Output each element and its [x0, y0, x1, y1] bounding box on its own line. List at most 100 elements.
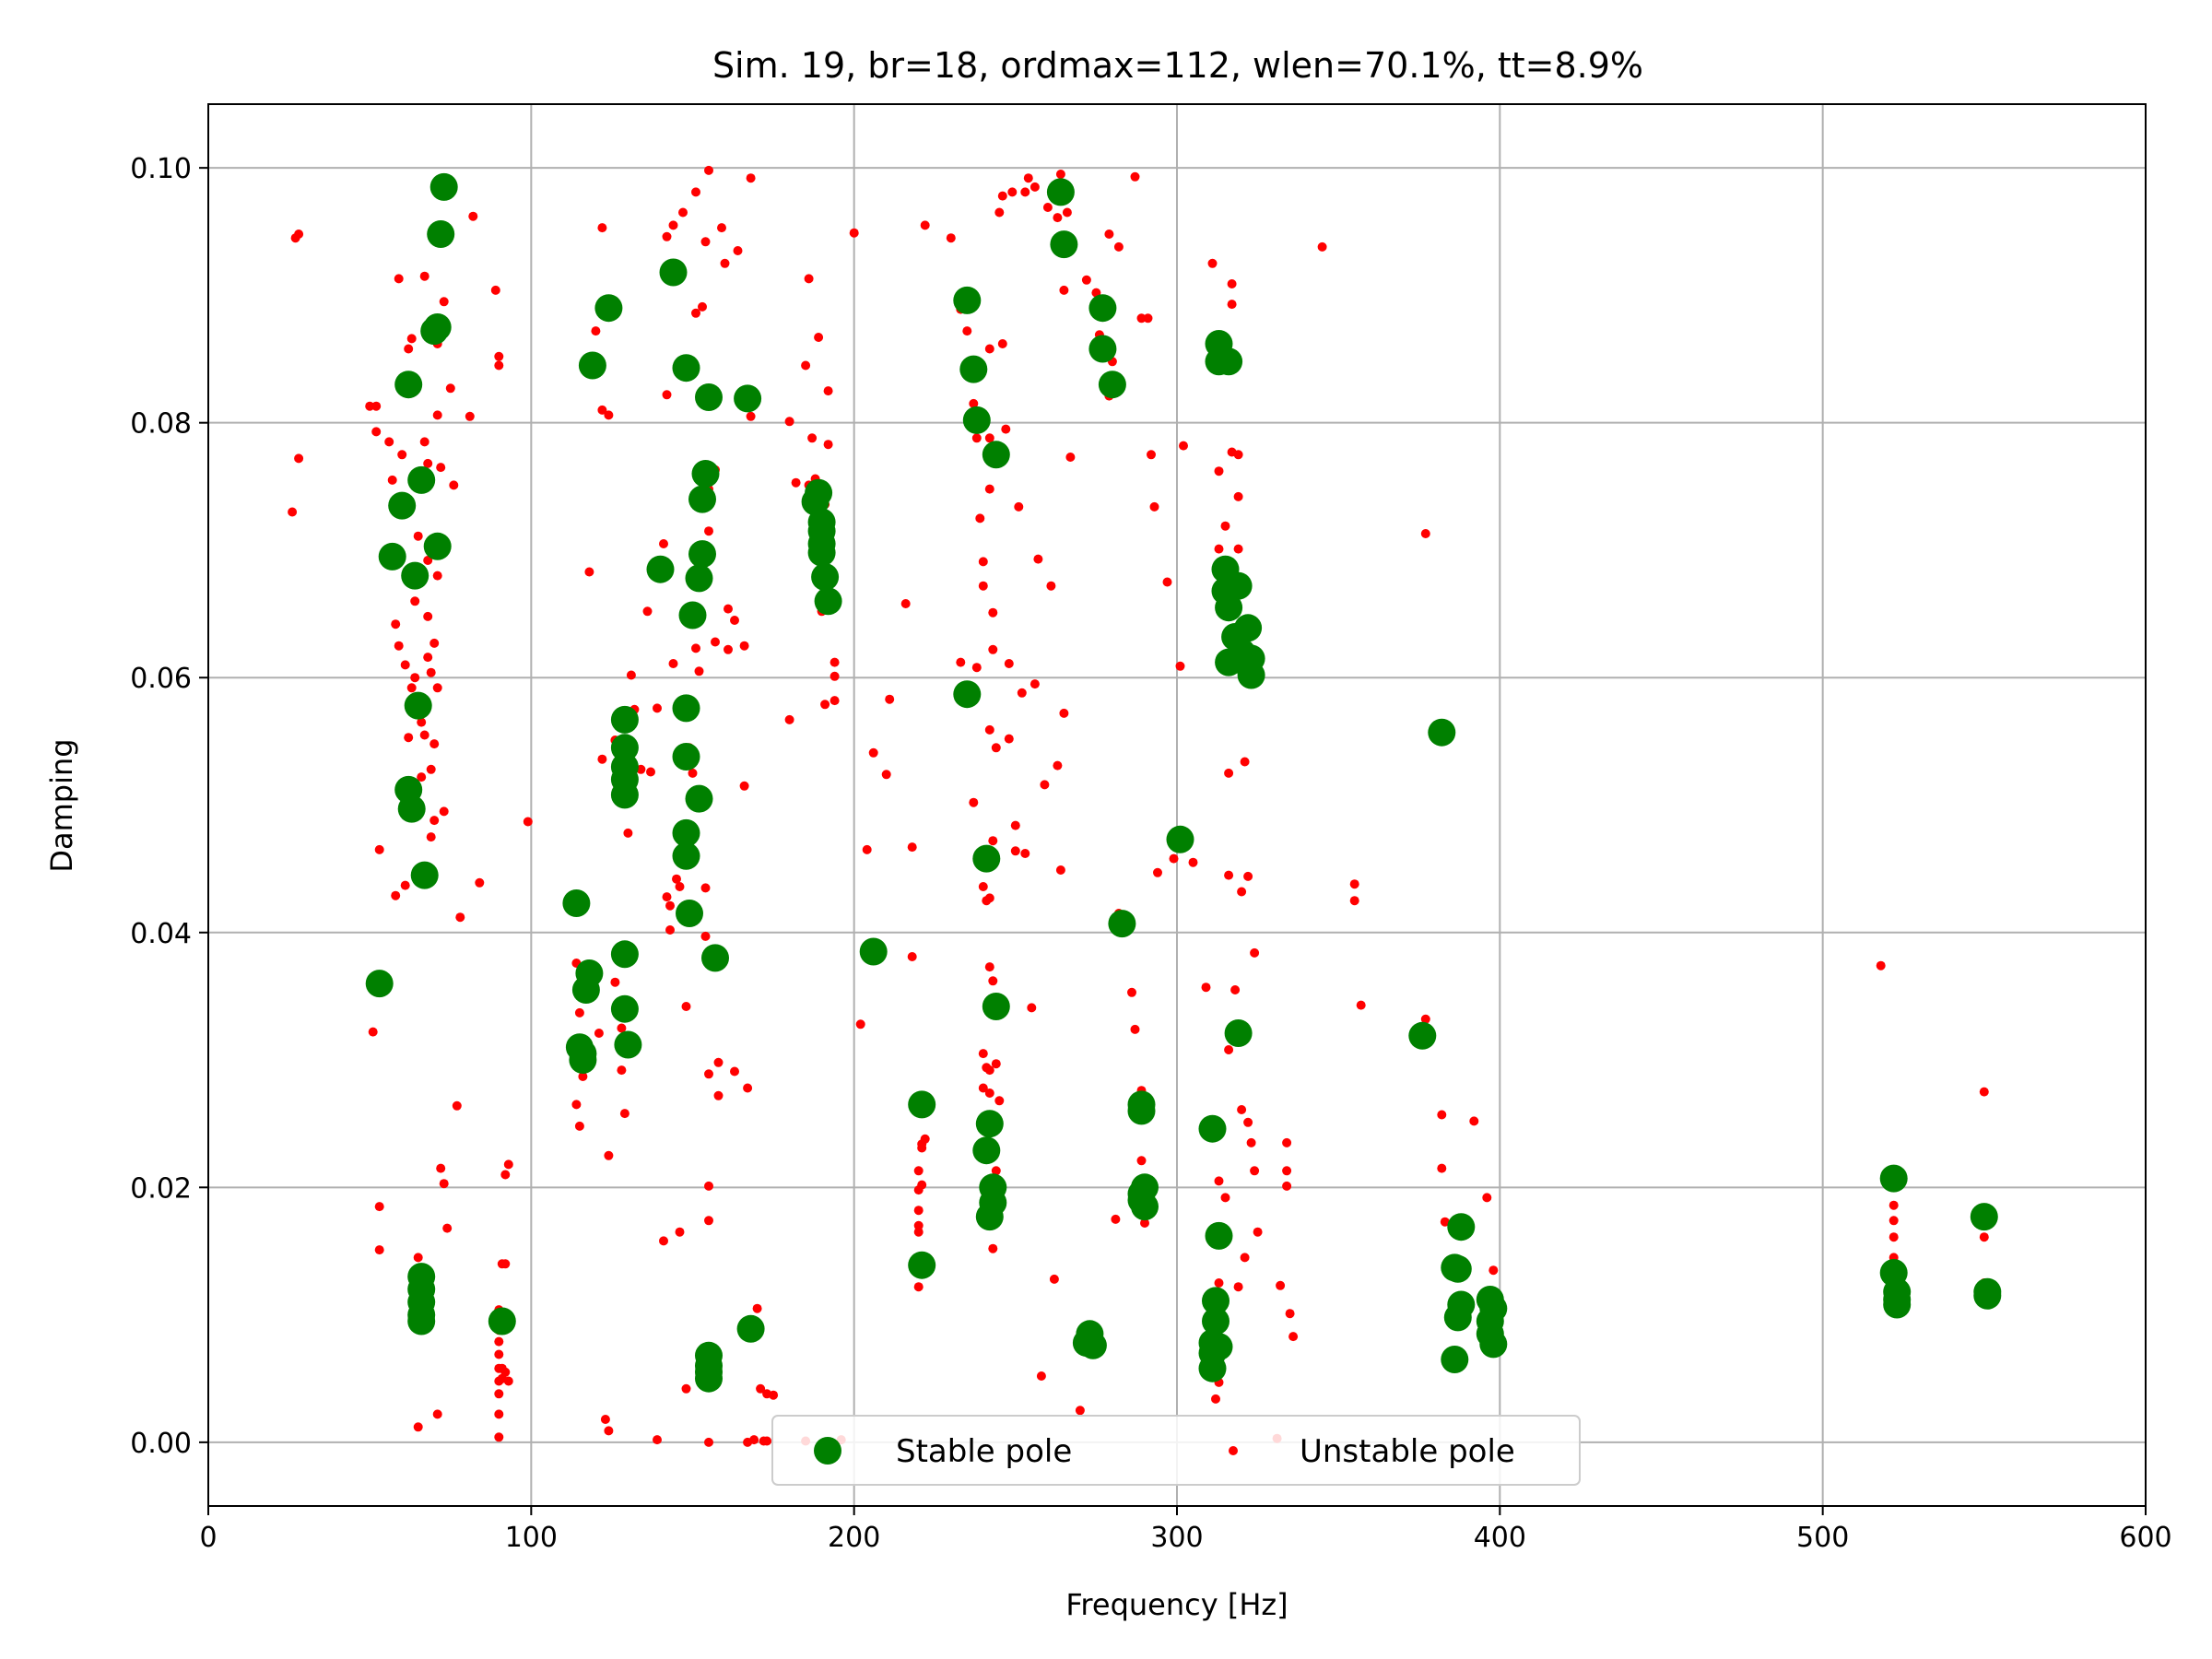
unstable-pole-point [849, 228, 859, 238]
unstable-pole-point [523, 817, 533, 827]
unstable-pole-point [659, 1236, 668, 1246]
stable-pole-point [1088, 294, 1117, 323]
unstable-pole-point [400, 880, 410, 890]
stable-pole-point [734, 384, 762, 413]
unstable-pole-point [1010, 846, 1020, 856]
unstable-pole-point [1227, 279, 1237, 288]
unstable-pole-point [449, 480, 459, 490]
stable-pole-point [423, 313, 452, 341]
unstable-pole-point [400, 660, 410, 670]
unstable-pole-point [804, 274, 814, 284]
y-tick-label: 0.00 [130, 1428, 192, 1460]
unstable-pole-point [1136, 313, 1147, 324]
unstable-pole-point [984, 433, 994, 443]
unstable-pole-point [907, 952, 917, 961]
unstable-pole-point [1127, 987, 1136, 997]
unstable-pole-point [991, 1059, 1001, 1069]
unstable-pole-point [475, 877, 485, 888]
stable-pole-point [959, 355, 988, 383]
unstable-pole-point [988, 644, 998, 654]
unstable-pole-point [494, 1349, 504, 1359]
unstable-pole-point [704, 1069, 713, 1079]
stable-pole-point [397, 794, 426, 823]
unstable-pole-point [1059, 708, 1069, 718]
unstable-pole-point [746, 173, 756, 183]
stable-pole-point [427, 220, 455, 248]
unstable-pole-point [733, 246, 743, 255]
stable-pole-point [610, 940, 639, 969]
stable-pole-point [429, 172, 458, 201]
unstable-pole-point [991, 743, 1001, 753]
unstable-pole-point [1220, 521, 1230, 531]
unstable-pole-point [413, 1253, 423, 1263]
unstable-pole-point [717, 223, 726, 233]
unstable-pole-point [653, 1435, 662, 1445]
unstable-pole-point [636, 764, 646, 774]
unstable-pole-point [600, 1415, 610, 1424]
stable-pole-point [1883, 1290, 1912, 1319]
unstable-pole-point [1211, 1394, 1220, 1404]
stable-pole-point [982, 441, 1010, 469]
unstable-pole-point [1201, 982, 1211, 993]
unstable-pole-point [432, 571, 442, 581]
unstable-pole-point [1437, 1110, 1447, 1120]
unstable-pole-point [984, 484, 994, 494]
unstable-pole-point [698, 301, 707, 312]
stable-pole-point [672, 354, 700, 382]
unstable-pole-point [994, 1096, 1005, 1106]
unstable-pole-point [1030, 679, 1040, 689]
unstable-pole-point [920, 220, 930, 230]
unstable-pole-point [423, 458, 433, 468]
stable-pole-point [1215, 347, 1243, 376]
unstable-pole-point [406, 334, 417, 344]
unstable-pole-point [1243, 1117, 1253, 1127]
stable-pole-point [962, 406, 991, 434]
unstable-pole-point [1162, 577, 1172, 587]
unstable-pole-point [1437, 1163, 1447, 1173]
unstable-pole-point [1356, 1000, 1366, 1010]
unstable-pole-point [503, 1376, 513, 1386]
unstable-pole-point [1020, 187, 1030, 197]
unstable-pole-point [642, 606, 653, 617]
x-tick-label: 100 [505, 1522, 558, 1554]
unstable-pole-point [1243, 871, 1253, 881]
unstable-pole-point [1282, 1181, 1292, 1191]
unstable-pole-point [490, 285, 500, 295]
unstable-pole-point [429, 638, 440, 648]
unstable-pole-point [784, 714, 794, 724]
unstable-pole-point [410, 596, 420, 606]
stable-pole-point [1479, 1330, 1508, 1359]
unstable-pole-point [1130, 1024, 1140, 1034]
unstable-pole-point [1440, 1217, 1450, 1227]
unstable-pole-point [962, 326, 972, 336]
stable-pole-point [672, 841, 700, 870]
unstable-pole-point [988, 607, 998, 618]
unstable-pole-point [1888, 1232, 1899, 1242]
unstable-pole-point [1288, 1332, 1299, 1342]
unstable-pole-point [997, 191, 1007, 201]
unstable-pole-point [1253, 1227, 1263, 1237]
unstable-pole-point [749, 1435, 759, 1445]
unstable-pole-point [432, 1409, 442, 1419]
unstable-pole-point [739, 781, 749, 791]
unstable-pole-point [374, 1245, 384, 1255]
unstable-pole-point [494, 1432, 504, 1442]
unstable-pole-point [662, 390, 672, 400]
stable-pole-point [610, 705, 639, 734]
unstable-pole-point [681, 1383, 691, 1394]
unstable-pole-point [862, 844, 872, 854]
unstable-pole-point [969, 797, 979, 807]
stable-pole-point [1234, 614, 1263, 642]
unstable-pole-point [1233, 450, 1243, 460]
unstable-pole-point [704, 526, 713, 536]
stable-pole-point [672, 743, 700, 771]
stable-pole-point [685, 564, 713, 593]
unstable-pole-point [371, 401, 382, 411]
unstable-pole-point [619, 1109, 629, 1119]
stable-pole-point [908, 1090, 936, 1119]
unstable-pole-point [597, 405, 607, 415]
stable-pole-point [975, 1110, 1004, 1138]
stable-pole-point [1202, 1287, 1230, 1315]
unstable-pole-point [465, 411, 475, 421]
